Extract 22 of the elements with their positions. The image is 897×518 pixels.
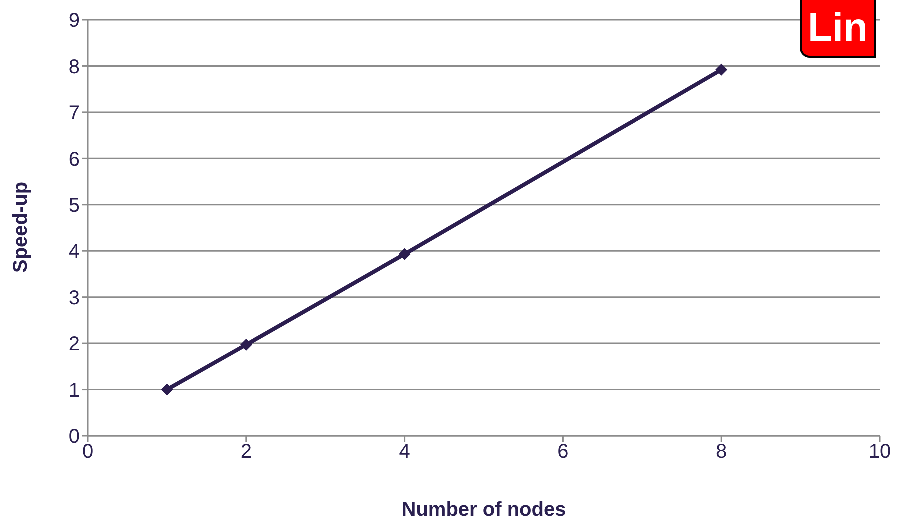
x-tick-label: 10 bbox=[868, 441, 892, 464]
x-tick-label: 8 bbox=[716, 441, 728, 464]
y-tick-label: 1 bbox=[68, 380, 80, 402]
y-tick-label: 3 bbox=[68, 287, 80, 310]
y-tick-label: 4 bbox=[68, 241, 80, 264]
y-tick-label: 8 bbox=[68, 56, 80, 78]
point bbox=[716, 64, 728, 76]
y-axis-title: Speed-up bbox=[10, 182, 32, 273]
x-tick-label: 6 bbox=[558, 441, 569, 464]
x-tick-label: 4 bbox=[399, 441, 410, 464]
annotation: Lin bbox=[800, 0, 876, 58]
point bbox=[398, 248, 411, 260]
x-tick-label: 2 bbox=[240, 441, 252, 464]
y-tick-label: 6 bbox=[68, 148, 80, 171]
point bbox=[161, 384, 174, 396]
y-tick-label: 5 bbox=[68, 194, 80, 217]
x-axis-title: Number of nodes bbox=[402, 499, 566, 518]
point bbox=[240, 338, 252, 351]
y-tick-label: 9 bbox=[68, 10, 80, 32]
y-tick-label: 7 bbox=[68, 102, 80, 125]
y-tick-label: 0 bbox=[68, 426, 80, 448]
y-tick-label: 2 bbox=[68, 334, 80, 356]
